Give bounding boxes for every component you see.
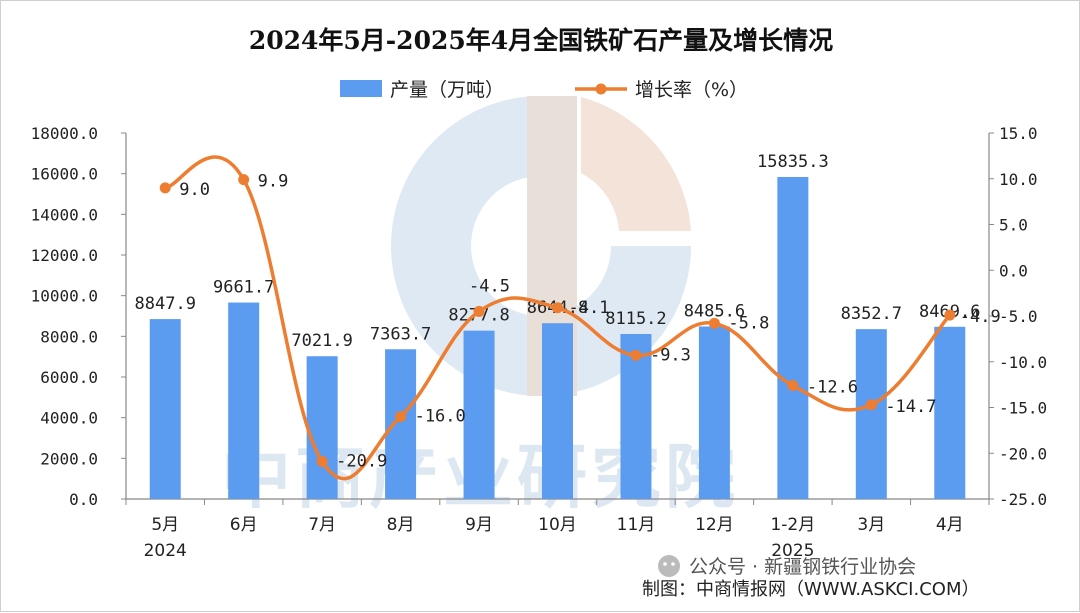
growth-point	[238, 174, 250, 186]
line-data-label: -20.9	[336, 451, 387, 471]
x-category-label: 7月	[308, 515, 336, 535]
bar-data-label: 15835.3	[757, 152, 829, 172]
x-category-label: 1-2月	[770, 515, 815, 535]
bar	[934, 326, 966, 499]
bar-data-label: 8352.7	[841, 304, 902, 324]
chart-title: 2024年5月-2025年4月全国铁矿石产量及增长情况	[249, 26, 833, 55]
x-category-label: 9月	[465, 515, 493, 535]
right-tick-label: 15.0	[999, 124, 1038, 143]
line-data-label: -9.3	[650, 345, 691, 365]
right-tick-label: 10.0	[999, 170, 1038, 189]
bar	[306, 356, 338, 499]
left-tick-label: 2000.0	[40, 449, 98, 468]
growth-line	[164, 155, 952, 481]
x-category-label: 11月	[617, 515, 656, 535]
bar	[228, 302, 260, 499]
line-data-label: 9.0	[179, 180, 210, 200]
bar	[385, 349, 417, 499]
bar-data-label: 7363.7	[370, 324, 431, 344]
growth-point	[944, 309, 956, 321]
x-year-label: 2025	[771, 541, 814, 561]
bar	[855, 329, 887, 499]
left-tick-label: 6000.0	[40, 368, 98, 387]
right-tick-label: -5.0	[999, 307, 1038, 326]
wechat-icon-eye-left	[663, 562, 667, 566]
x-category-label: 12月	[695, 515, 734, 535]
bar-data-label: 8847.9	[135, 294, 196, 314]
bar-data-label: 9661.7	[213, 278, 274, 298]
left-tick-label: 16000.0	[31, 165, 98, 184]
line-data-label: -5.8	[728, 313, 769, 333]
credit-text: 制图：中商情报网（WWW.ASKCI.COM）	[642, 579, 979, 600]
right-tick-label: -10.0	[999, 353, 1047, 372]
right-tick-label: -20.0	[999, 444, 1047, 463]
bar	[149, 319, 181, 499]
growth-point	[159, 182, 171, 194]
line-data-label: -4.5	[469, 276, 510, 296]
growth-point	[552, 302, 563, 314]
legend-bar-label: 产量（万吨）	[390, 79, 504, 101]
social-tag-text: 公众号 · 新疆钢铁行业协会	[689, 556, 916, 578]
watermark-arc-peach	[581, 97, 691, 231]
bar-data-label: 8115.2	[605, 309, 666, 329]
line-data-label: 9.9	[258, 172, 289, 192]
growth-point	[473, 305, 485, 317]
legend-line-label: 增长率（%）	[635, 79, 748, 101]
legend: 产量（万吨） 增长率（%）	[340, 79, 748, 101]
social-tag: 公众号 · 新疆钢铁行业协会	[658, 555, 916, 578]
right-tick-label: -25.0	[999, 490, 1047, 509]
line-data-label: -4.1	[569, 298, 610, 318]
x-category-label: 5月	[151, 515, 179, 535]
growth-point	[316, 455, 328, 467]
left-tick-label: 14000.0	[31, 205, 98, 224]
bar-data-labels: 8847.99661.77021.97363.78277.88644.88115…	[135, 152, 981, 351]
line-data-labels: 9.0 9.9 -20.9 -16.0 -4.5 -4.1 -9.3 -5.8 -12.6 -14…	[179, 172, 1000, 472]
right-axis-ticks: -25.0 -20.0 -15.0 -10.0 -5.0 0.0 5.0 10.0 15.0	[989, 124, 1047, 509]
x-category-label: 3月	[857, 515, 885, 535]
left-tick-label: 8000.0	[40, 327, 98, 346]
right-tick-label: -15.0	[999, 399, 1047, 418]
left-tick-label: 0.0	[69, 490, 98, 509]
line-data-label: -14.7	[885, 397, 936, 417]
right-tick-label: 5.0	[999, 216, 1028, 235]
growth-point	[630, 349, 642, 361]
legend-line-marker	[595, 83, 607, 95]
right-tick-label: 0.0	[999, 261, 1028, 280]
bar-data-label: 8485.6	[684, 301, 745, 321]
legend-bar-swatch	[340, 80, 382, 97]
x-axis-ticks: 5月 2024 6月 7月 8月 9月 10月 11月 12月 1-2月 2025 3月 4月	[125, 499, 990, 561]
growth-point	[865, 399, 877, 411]
wechat-icon-eye-right	[671, 562, 675, 566]
line-data-label: -12.6	[807, 378, 858, 398]
bar	[542, 323, 573, 499]
left-tick-label: 10000.0	[31, 287, 98, 306]
bar	[777, 177, 809, 499]
x-category-label: 10月	[538, 515, 577, 535]
bar	[698, 326, 730, 499]
x-year-label: 2024	[144, 541, 187, 561]
left-axis-ticks: 0.0 2000.0 4000.0 6000.0 8000.0 10000.0 12000.…	[31, 124, 126, 509]
line-series	[159, 155, 956, 481]
line-data-label: -16.0	[415, 407, 466, 427]
left-tick-label: 12000.0	[31, 246, 98, 265]
bar-series	[149, 177, 966, 499]
wechat-icon	[658, 555, 680, 577]
x-category-label: 4月	[936, 515, 964, 535]
line-data-label: -4.9	[960, 307, 1001, 327]
x-category-label: 6月	[230, 515, 258, 535]
bar	[463, 330, 495, 499]
bar-data-label: 7021.9	[291, 331, 352, 351]
growth-point	[787, 380, 799, 392]
bar	[620, 333, 652, 499]
growth-point	[708, 317, 720, 329]
x-category-label: 8月	[387, 515, 415, 535]
growth-point	[395, 411, 407, 423]
left-tick-label: 18000.0	[31, 124, 98, 143]
left-tick-label: 4000.0	[40, 409, 98, 428]
